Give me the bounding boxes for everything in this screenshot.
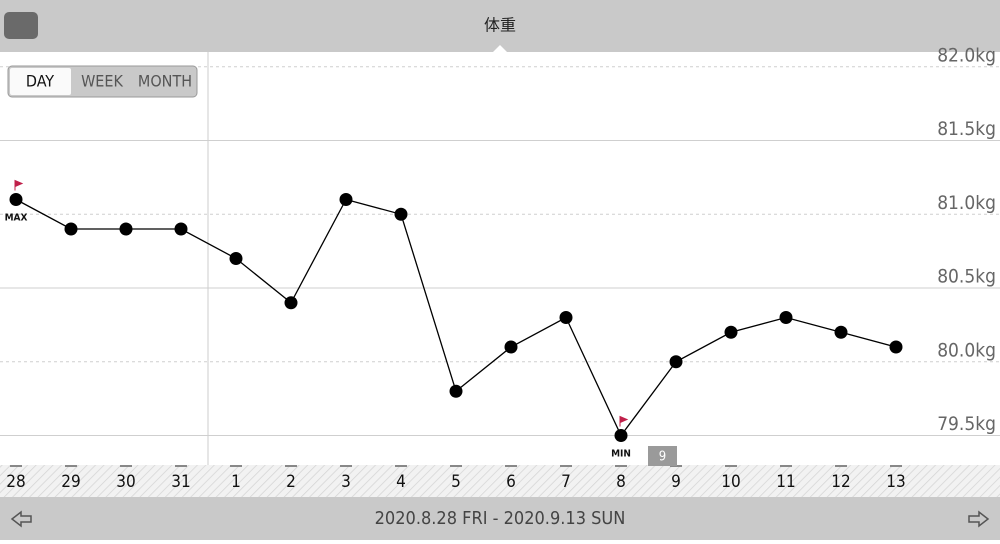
x-tick-label: 28 <box>6 472 25 492</box>
data-point <box>559 311 573 324</box>
data-point <box>504 340 518 354</box>
x-tick-label: 29 <box>61 472 80 492</box>
x-tick-label: 12 <box>831 472 850 492</box>
flag <box>14 179 24 191</box>
y-tick-label: 81.0kg <box>937 192 996 214</box>
data-point <box>724 325 738 339</box>
x-tick-label: 2 <box>286 472 296 492</box>
y-tick-label: 79.5kg <box>937 413 996 435</box>
data-point <box>64 222 78 236</box>
flag <box>619 415 629 427</box>
menu-icon[interactable] <box>4 12 38 39</box>
extreme-label: MAX <box>5 213 28 224</box>
x-tick-label: 8 <box>616 472 626 492</box>
data-point <box>9 193 23 206</box>
x-tick-label: 30 <box>116 472 135 492</box>
x-tick-label: 5 <box>451 472 461 492</box>
month-button[interactable]: MONTH <box>138 72 192 91</box>
data-point <box>119 222 133 236</box>
data-point <box>174 222 188 236</box>
day-button-label[interactable]: DAY <box>26 72 54 91</box>
extreme-label: MIN <box>611 449 631 460</box>
data-point <box>614 429 628 442</box>
data-line <box>15 198 897 437</box>
x-tick-label: 7 <box>561 472 571 492</box>
week-button[interactable]: WEEK <box>81 72 123 91</box>
month-marker: 9 <box>659 450 666 465</box>
data-point <box>339 193 353 206</box>
footer-bar <box>0 497 1000 540</box>
x-tick-label: 11 <box>776 472 795 492</box>
data-point <box>834 325 848 339</box>
data-point <box>394 207 408 221</box>
header-pointer <box>493 45 507 52</box>
x-axis-strip <box>0 465 1000 498</box>
x-tick-label: 4 <box>396 472 406 492</box>
x-tick-label: 9 <box>671 472 681 492</box>
data-point <box>889 340 903 354</box>
next-arrow[interactable] <box>968 510 990 528</box>
y-tick-label: 82.0kg <box>937 44 996 66</box>
x-tick-label: 13 <box>886 472 905 492</box>
y-tick-label: 80.5kg <box>937 266 996 288</box>
data-point <box>779 311 793 324</box>
day-button[interactable] <box>10 68 71 95</box>
x-tick-label: 6 <box>506 472 516 492</box>
x-tick-label: 10 <box>721 472 740 492</box>
data-point <box>284 296 298 310</box>
header-bar <box>0 0 1000 52</box>
x-tick-label: 31 <box>171 472 190 492</box>
month-marker-box <box>648 446 677 466</box>
data-point <box>669 355 683 369</box>
x-tick-label: 1 <box>231 472 241 492</box>
date-range: 2020.8.28 FRI - 2020.9.13 SUN <box>375 508 626 529</box>
y-tick-label: 80.0kg <box>937 339 996 361</box>
data-point <box>229 252 243 265</box>
data-point <box>449 384 463 398</box>
header-title: 体重 <box>484 16 516 35</box>
prev-arrow[interactable] <box>10 510 32 528</box>
x-tick-label: 3 <box>341 472 351 492</box>
y-tick-label: 81.5kg <box>937 118 996 140</box>
